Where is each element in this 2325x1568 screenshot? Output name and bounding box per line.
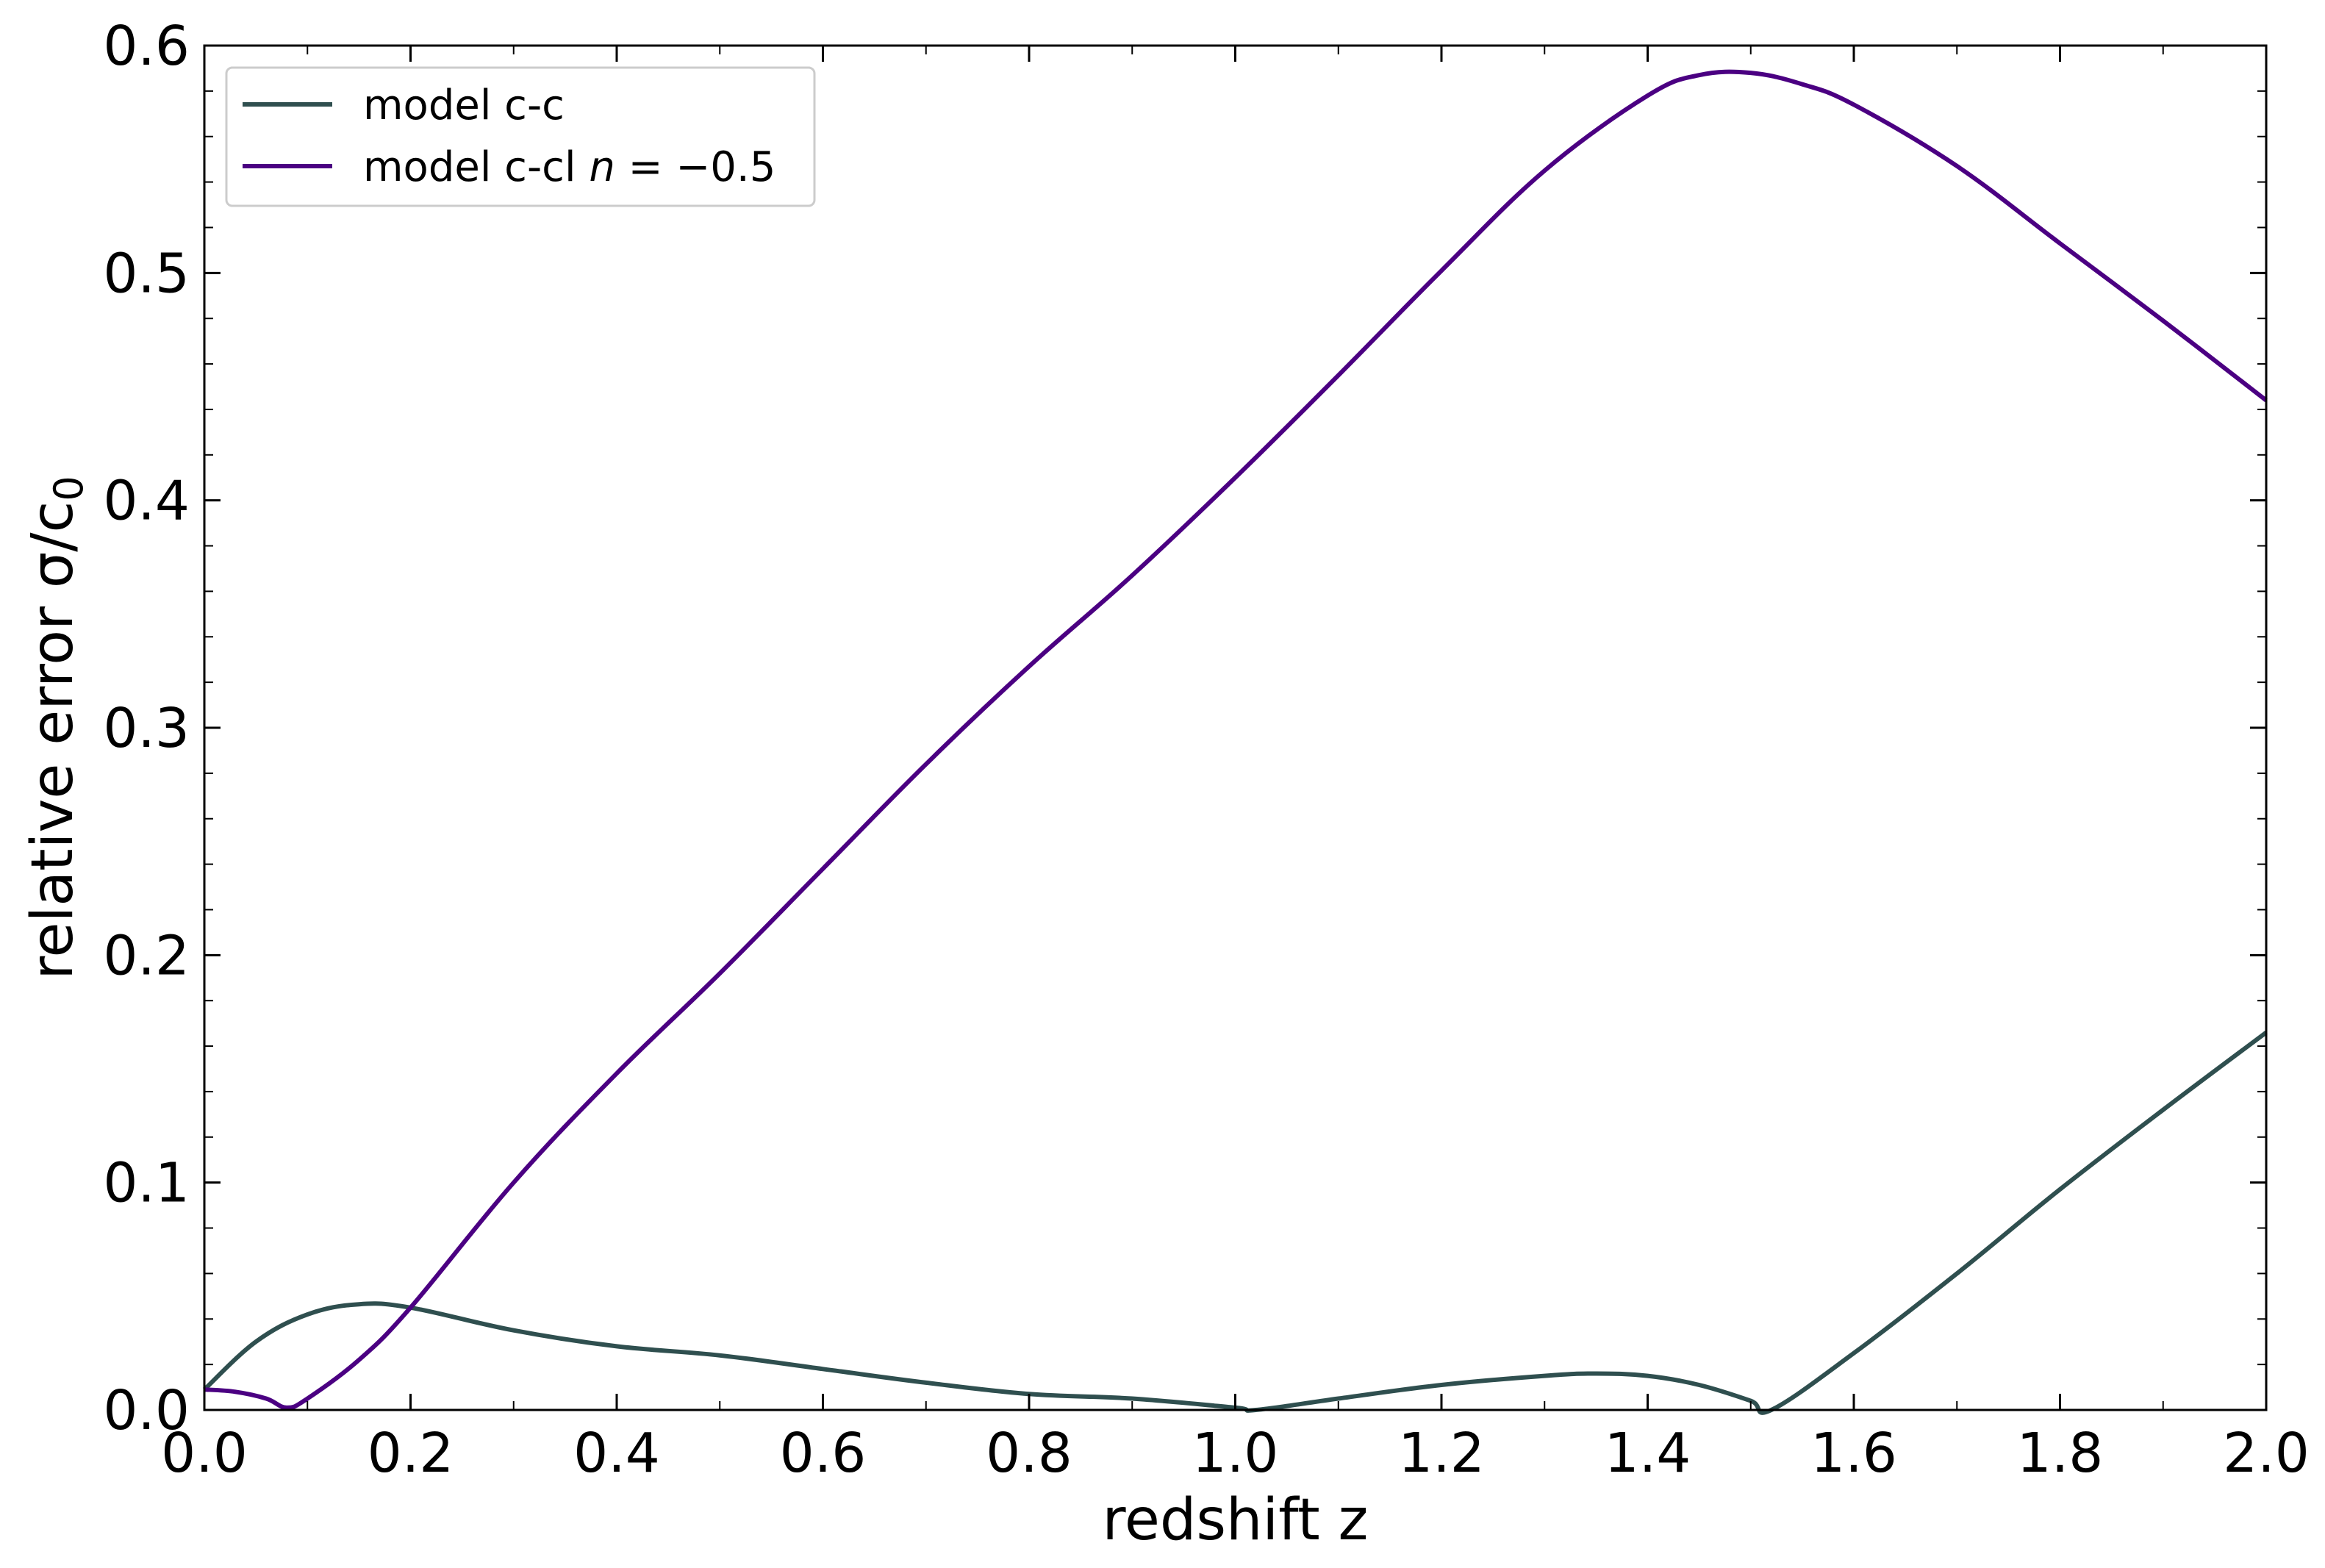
series-line-model-c-cl xyxy=(204,69,2268,1410)
x-tick-label: 0.8 xyxy=(986,1422,1072,1485)
x-tick-label: 1.6 xyxy=(1810,1422,1897,1485)
legend-label-model-c-cl-value: = −0.5 xyxy=(615,143,776,191)
y-axis-label-subscript: 0 xyxy=(46,476,92,501)
x-axis-label: redshift z xyxy=(1102,1487,1368,1553)
x-tick-label: 1.0 xyxy=(1192,1422,1279,1485)
y-tick-label: 0.4 xyxy=(103,470,190,533)
y-tick-label: 0.2 xyxy=(103,924,190,987)
legend-label-model-c-c: model c-c xyxy=(363,82,565,129)
x-tick-label: 1.2 xyxy=(1398,1422,1485,1485)
y-axis-label: relative error σ/c0 xyxy=(20,476,92,980)
x-tick-label: 0.6 xyxy=(780,1422,867,1485)
plot-frame xyxy=(203,44,2268,1411)
y-tick-label: 0.6 xyxy=(103,15,190,78)
legend-label-model-c-cl: model c-cl n = −0.5 xyxy=(363,143,775,191)
legend-box xyxy=(225,66,816,207)
x-tick-label: 0.4 xyxy=(573,1422,660,1485)
y-tick-label: 0.0 xyxy=(103,1379,190,1442)
x-tick-label: 1.8 xyxy=(2017,1422,2104,1485)
ticks-layer: 0.0 0.2 0.4 0.6 0.8 1.0 1.2 1.4 1.6 1.8 2.0 0.0 0.1 0… xyxy=(103,15,2310,1485)
y-tick-label: 0.1 xyxy=(103,1152,190,1215)
y-tick-label: 0.5 xyxy=(103,242,190,305)
y-tick-label: 0.3 xyxy=(103,697,190,760)
x-tick-label: 2.0 xyxy=(2223,1422,2310,1485)
y-axis-label-text: relative error σ/c xyxy=(20,501,86,980)
legend: model c-c model c-cl n = −0.5 xyxy=(225,66,816,207)
legend-label-model-c-cl-prefix: model c-cl xyxy=(363,143,589,191)
x-tick-label: 1.4 xyxy=(1605,1422,1691,1485)
legend-label-model-c-cl-variable: n xyxy=(589,143,615,191)
x-tick-label: 0.0 xyxy=(161,1422,248,1485)
x-tick-label: 0.2 xyxy=(368,1422,454,1485)
